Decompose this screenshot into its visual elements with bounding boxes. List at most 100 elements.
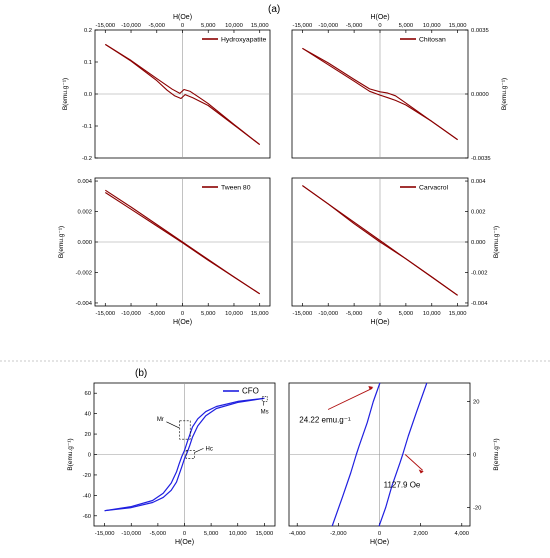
hc-arrowhead [418, 469, 424, 474]
y-tick-label: -0.004 [471, 301, 488, 307]
x-tick-label: 0 [378, 311, 381, 317]
x-tick-label: 15,000 [449, 23, 467, 29]
panel-label-a: (a) [268, 4, 280, 15]
series-line-1 [105, 43, 261, 146]
y-axis-label: B(emu.g⁻¹) [501, 78, 508, 110]
x-tick-label: -15,000 [95, 23, 115, 29]
y-axis-label: B(emu.g⁻¹) [58, 226, 65, 258]
x-tick-label: 0 [378, 23, 381, 29]
series-line-2 [105, 192, 261, 295]
x-tick-label: 0 [378, 531, 381, 537]
x-tick-label: 5,000 [204, 531, 219, 537]
y-tick-label: -20 [473, 505, 481, 511]
x-tick-label: -2,000 [330, 531, 346, 537]
y-tick-label: -0.002 [76, 270, 92, 276]
x-tick-label: -15,000 [293, 23, 313, 29]
chart-cfo_zoom: -4,000 -2,000 0 2,000 4,000 H(Oe) -20 0 20 B(emu.… [288, 382, 500, 546]
x-tick-label: -5,000 [150, 531, 166, 537]
y-tick-label: 0.004 [471, 179, 486, 185]
y-tick-label: -0.0035 [471, 156, 491, 162]
x-axis-label: H(Oe) [370, 14, 389, 21]
chart-tween80: -15,000 -10,000 -5,000 0 5,000 10,000 15,000 H(… [58, 177, 271, 326]
y-tick-label: -20 [83, 473, 91, 479]
mr-box [179, 420, 191, 440]
y-tick-label: -0.2 [82, 156, 92, 162]
chart-carvacrol: -15,000 -10,000 -5,000 0 5,000 10,000 15,000 H(… [291, 177, 500, 326]
annotation-remanence: 24.22 emu.g⁻¹ [299, 416, 351, 425]
y-tick-label: 0.000 [471, 240, 486, 246]
y-axis-label: B(emu.g⁻¹) [493, 226, 500, 258]
y-tick-label: -40 [83, 493, 91, 499]
y-tick-label: 20 [473, 400, 479, 406]
mr-arrowhead [368, 385, 374, 390]
chart-chitosan: -15,000 -10,000 -5,000 0 5,000 10,000 15,000 H(… [291, 14, 508, 162]
y-tick-label: 0.1 [84, 60, 92, 66]
ms-box [261, 395, 268, 402]
x-tick-label: -4,000 [289, 531, 305, 537]
series-line-2 [104, 397, 265, 512]
y-tick-label: 0.0035 [471, 28, 489, 34]
x-tick-label: 10,000 [225, 311, 243, 317]
x-tick-label: 5,000 [399, 23, 414, 29]
x-tick-label: 15,000 [251, 23, 269, 29]
x-tick-label: 0 [183, 531, 186, 537]
y-axis-label: B(emu.g⁻¹) [67, 438, 74, 470]
y-tick-label: -0.1 [82, 124, 92, 130]
x-tick-label: 2,000 [413, 531, 428, 537]
x-tick-label: 4,000 [455, 531, 470, 537]
y-tick-label: 0.002 [471, 210, 486, 216]
y-axis-label: B(emu.g⁻¹) [62, 78, 69, 110]
chart-hydroxyapatite: -15,000 -10,000 -5,000 0 5,000 10,000 15,000 H(… [62, 14, 271, 162]
y-tick-label: 20 [85, 432, 91, 438]
x-tick-label: 5,000 [201, 23, 216, 29]
x-tick-label: 15,000 [449, 311, 467, 317]
mr-arrow [327, 387, 373, 410]
hc-pointer [194, 448, 204, 453]
hc-box [185, 450, 195, 459]
x-tick-label: 15,000 [255, 531, 273, 537]
x-axis-label: H(Oe) [173, 14, 192, 21]
chart-cfo_full: -15,000 -10,000 -5,000 0 5,000 10,000 15,000 H(… [67, 382, 276, 546]
y-tick-label: 0.0000 [471, 92, 489, 98]
legend-label: Tween 80 [221, 185, 251, 192]
y-tick-label: 0.000 [77, 240, 92, 246]
x-tick-label: 10,000 [225, 23, 243, 29]
legend-label: CFO [242, 387, 259, 396]
x-tick-label: -15,000 [293, 311, 313, 317]
x-tick-label: 0 [181, 23, 184, 29]
annotation-coercivity: 1127.9 Oe [384, 481, 421, 490]
series-line-1 [302, 47, 458, 141]
legend-label: Carvacrol [419, 185, 449, 192]
annotation-mr: Mr [157, 417, 164, 423]
x-tick-label: 15,000 [251, 311, 269, 317]
y-tick-label: -60 [83, 514, 91, 520]
y-tick-label: 0 [473, 453, 476, 459]
x-axis-label: H(Oe) [175, 539, 194, 546]
x-axis-label: H(Oe) [370, 539, 389, 546]
x-tick-label: -10,000 [121, 23, 141, 29]
x-tick-label: 10,000 [423, 311, 441, 317]
x-tick-label: 5,000 [399, 311, 414, 317]
x-tick-label: 0 [181, 311, 184, 317]
y-tick-label: 0 [88, 453, 91, 459]
x-axis-label: H(Oe) [370, 319, 389, 326]
series-line-2 [302, 47, 458, 141]
x-tick-label: -5,000 [346, 23, 362, 29]
x-tick-label: -10,000 [121, 531, 141, 537]
x-tick-label: -10,000 [121, 311, 141, 317]
y-tick-label: 0.0 [84, 92, 92, 98]
series-line-2 [105, 43, 261, 146]
panel-label-b: (b) [135, 368, 147, 379]
x-tick-label: -15,000 [95, 531, 115, 537]
y-tick-label: -0.002 [471, 270, 487, 276]
x-tick-label: -5,000 [346, 311, 362, 317]
y-tick-label: -0.004 [76, 301, 93, 307]
x-tick-label: 10,000 [229, 531, 247, 537]
x-tick-label: -10,000 [318, 23, 338, 29]
x-tick-label: -5,000 [149, 311, 165, 317]
x-tick-label: 5,000 [201, 311, 216, 317]
y-axis-label: B(emu.g⁻¹) [493, 438, 500, 470]
x-tick-label: -10,000 [318, 311, 338, 317]
series-line-2 [302, 185, 458, 296]
